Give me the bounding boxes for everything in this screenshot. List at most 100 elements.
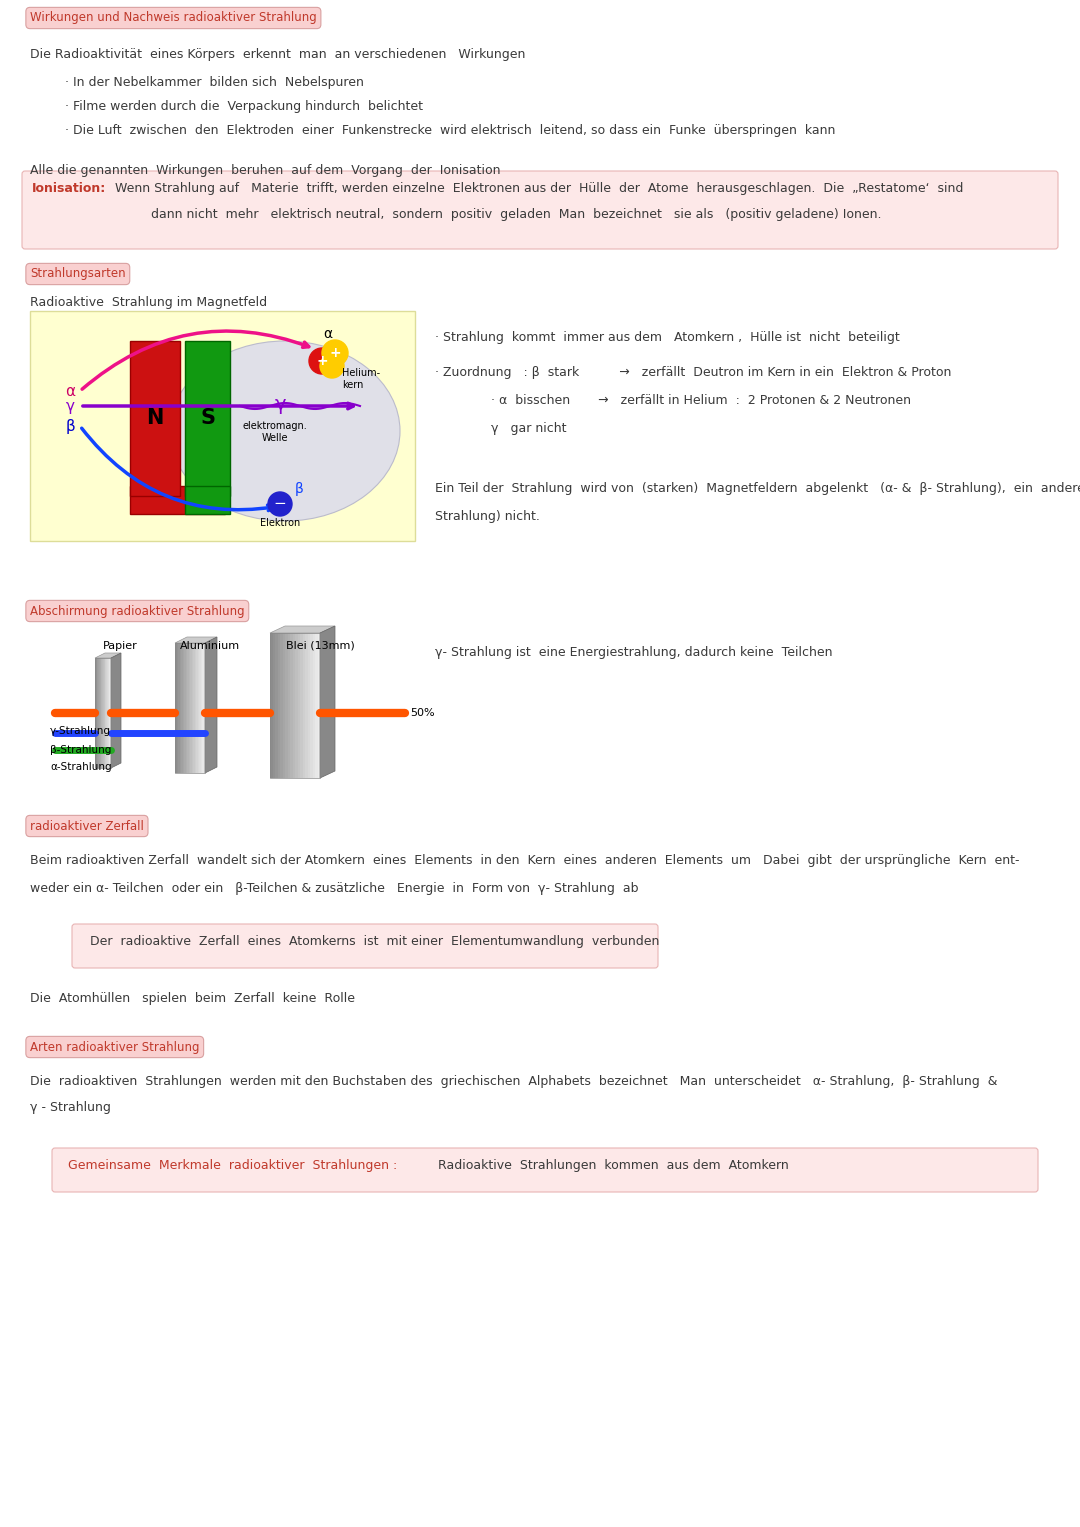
Text: · Die Luft  zwischen  den  Elektroden  einer  Funkenstrecke  wird elektrisch  le: · Die Luft zwischen den Elektroden einer… bbox=[65, 124, 835, 137]
Bar bbox=[287, 634, 291, 777]
Text: Gemeinsame  Merkmale  radioaktiver  Strahlungen :: Gemeinsame Merkmale radioaktiver Strahlu… bbox=[68, 1159, 397, 1173]
Text: γ- Strahlung ist  eine Energiestrahlung, dadurch keine  Teilchen: γ- Strahlung ist eine Energiestrahlung, … bbox=[435, 646, 833, 660]
Bar bbox=[95, 658, 111, 768]
Bar bbox=[179, 643, 181, 773]
Bar bbox=[183, 643, 184, 773]
Text: Wenn Strahlung auf   Materie  trifft, werden einzelne  Elektronen aus der  Hülle: Wenn Strahlung auf Materie trifft, werde… bbox=[114, 182, 963, 195]
Bar bbox=[295, 634, 297, 777]
Bar bbox=[175, 643, 205, 773]
Text: Wirkungen und Nachweis radioaktiver Strahlung: Wirkungen und Nachweis radioaktiver Stra… bbox=[30, 12, 316, 24]
Text: Strahlungsarten: Strahlungsarten bbox=[30, 267, 125, 281]
Text: Radioaktive  Strahlungen  kommen  aus dem  Atomkern: Radioaktive Strahlungen kommen aus dem A… bbox=[430, 1159, 788, 1173]
Text: β: β bbox=[295, 483, 303, 496]
Text: Alle die genannten  Wirkungen  beruhen  auf dem  Vorgang  der  Ionisation: Alle die genannten Wirkungen beruhen auf… bbox=[30, 163, 500, 177]
Polygon shape bbox=[175, 637, 217, 643]
Bar bbox=[305, 634, 308, 777]
Circle shape bbox=[268, 492, 292, 516]
Bar bbox=[194, 643, 195, 773]
Bar bbox=[318, 634, 320, 777]
Bar bbox=[185, 486, 230, 515]
Text: Strahlung) nicht.: Strahlung) nicht. bbox=[435, 510, 540, 524]
Text: · Filme werden durch die  Verpackung hindurch  belichtet: · Filme werden durch die Verpackung hind… bbox=[65, 99, 423, 113]
Bar bbox=[187, 643, 189, 773]
Bar bbox=[315, 634, 318, 777]
Text: Radioaktive  Strahlung im Magnetfeld: Radioaktive Strahlung im Magnetfeld bbox=[30, 296, 267, 308]
FancyBboxPatch shape bbox=[22, 171, 1058, 249]
Text: kern: kern bbox=[342, 380, 363, 389]
Bar bbox=[278, 634, 280, 777]
Text: Papier: Papier bbox=[103, 641, 137, 651]
Text: γ: γ bbox=[66, 399, 75, 414]
Bar bbox=[190, 643, 191, 773]
Bar bbox=[195, 643, 198, 773]
Bar bbox=[199, 643, 201, 773]
Circle shape bbox=[320, 354, 345, 379]
Text: S: S bbox=[200, 409, 215, 429]
Text: · In der Nebelkammer  bilden sich  Nebelspuren: · In der Nebelkammer bilden sich Nebelsp… bbox=[65, 76, 364, 89]
Text: γ - Strahlung: γ - Strahlung bbox=[30, 1101, 111, 1115]
Bar bbox=[308, 634, 310, 777]
Text: α: α bbox=[323, 327, 333, 341]
Bar bbox=[176, 643, 178, 773]
Text: · α  bisschen       →   zerfällt in Helium  :  2 Protonen & 2 Neutronen: · α bisschen → zerfällt in Helium : 2 Pr… bbox=[435, 394, 912, 408]
Bar bbox=[189, 643, 190, 773]
Bar bbox=[201, 643, 202, 773]
Bar bbox=[130, 341, 180, 496]
Circle shape bbox=[309, 348, 335, 374]
Polygon shape bbox=[95, 654, 121, 658]
Polygon shape bbox=[111, 654, 121, 768]
Text: −: − bbox=[273, 496, 286, 512]
Bar bbox=[193, 643, 194, 773]
Bar bbox=[175, 643, 176, 773]
Text: radioaktiver Zerfall: radioaktiver Zerfall bbox=[30, 820, 144, 832]
Bar bbox=[202, 643, 203, 773]
Bar bbox=[291, 634, 293, 777]
Bar bbox=[178, 643, 179, 773]
Text: +: + bbox=[329, 347, 341, 360]
Bar bbox=[275, 634, 278, 777]
Text: weder ein α- Teilchen  oder ein   β-Teilchen & zusätzliche   Energie  in  Form v: weder ein α- Teilchen oder ein β-Teilche… bbox=[30, 883, 638, 895]
Bar bbox=[310, 634, 312, 777]
Text: Helium-: Helium- bbox=[342, 368, 380, 379]
Text: Blei (13mm): Blei (13mm) bbox=[285, 641, 354, 651]
Polygon shape bbox=[320, 626, 335, 777]
Text: β: β bbox=[65, 418, 75, 434]
Text: γ   gar nicht: γ gar nicht bbox=[435, 421, 567, 435]
Bar bbox=[293, 634, 295, 777]
Text: α: α bbox=[65, 383, 75, 399]
Text: dann nicht  mehr   elektrisch neutral,  sondern  positiv  geladen  Man  bezeichn: dann nicht mehr elektrisch neutral, sond… bbox=[114, 208, 881, 221]
Text: · Strahlung  kommt  immer aus dem   Atomkern ,  Hülle ist  nicht  beteiligt: · Strahlung kommt immer aus dem Atomkern… bbox=[435, 331, 900, 344]
Bar bbox=[300, 634, 302, 777]
Text: Ionisation:: Ionisation: bbox=[32, 182, 106, 195]
Text: Abschirmung radioaktiver Strahlung: Abschirmung radioaktiver Strahlung bbox=[30, 605, 245, 617]
Circle shape bbox=[322, 341, 348, 366]
Bar bbox=[191, 643, 193, 773]
Bar bbox=[270, 634, 320, 777]
Text: Elektron: Elektron bbox=[260, 518, 300, 528]
Bar bbox=[198, 643, 199, 773]
Text: Aluminium: Aluminium bbox=[180, 641, 240, 651]
Bar bbox=[184, 643, 186, 773]
Bar bbox=[272, 634, 275, 777]
Bar bbox=[302, 634, 305, 777]
Text: elektromagn.: elektromagn. bbox=[243, 421, 308, 431]
Text: γ-Strahlung: γ-Strahlung bbox=[50, 725, 111, 736]
FancyBboxPatch shape bbox=[30, 312, 415, 541]
Text: Welle: Welle bbox=[261, 434, 288, 443]
Text: γ: γ bbox=[274, 394, 286, 414]
Polygon shape bbox=[205, 637, 217, 773]
Bar bbox=[285, 634, 287, 777]
Bar bbox=[186, 643, 187, 773]
Text: Arten radioaktiver Strahlung: Arten radioaktiver Strahlung bbox=[30, 1040, 200, 1054]
Text: +: + bbox=[316, 354, 328, 368]
Text: 50%: 50% bbox=[410, 709, 434, 718]
Ellipse shape bbox=[170, 341, 400, 521]
Text: Beim radioaktiven Zerfall  wandelt sich der Atomkern  eines  Elements  in den  K: Beim radioaktiven Zerfall wandelt sich d… bbox=[30, 854, 1020, 867]
Bar bbox=[312, 634, 315, 777]
Text: Die  radioaktiven  Strahlungen  werden mit den Buchstaben des  griechischen  Alp: Die radioaktiven Strahlungen werden mit … bbox=[30, 1075, 998, 1089]
Bar bbox=[185, 341, 230, 496]
FancyBboxPatch shape bbox=[52, 1148, 1038, 1193]
Text: · Zuordnung   : β  stark          →   zerfällt  Deutron im Kern in ein  Elektron: · Zuordnung : β stark → zerfällt Deutron… bbox=[435, 366, 951, 379]
Bar bbox=[283, 634, 285, 777]
Bar bbox=[280, 634, 283, 777]
